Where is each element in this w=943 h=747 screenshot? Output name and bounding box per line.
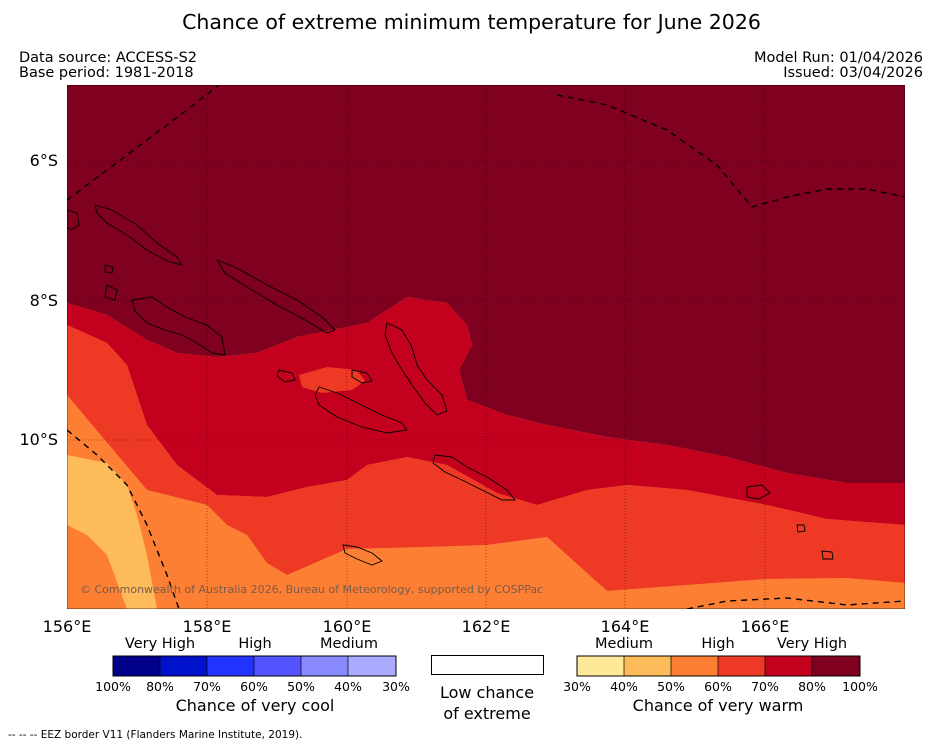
warm-tick: 30% bbox=[563, 679, 591, 694]
eez-footnote: -- -- -- EEZ border V11 (Flanders Marine… bbox=[8, 729, 303, 741]
warm-swatch-70-80 bbox=[765, 656, 812, 676]
cool-swatch-100-80 bbox=[113, 656, 160, 676]
lat-label-6s: 6°S bbox=[29, 151, 58, 170]
island-ndeni bbox=[746, 484, 771, 500]
island-tikopia bbox=[821, 550, 834, 560]
cool-colorbar bbox=[112, 655, 397, 677]
warm-caption: Chance of very warm bbox=[632, 696, 804, 715]
cool-tick: 60% bbox=[240, 679, 268, 694]
warm-swatch-30-40 bbox=[577, 656, 624, 676]
cool-swatch-70-60 bbox=[207, 656, 254, 676]
lon-label-156e: 156°E bbox=[42, 617, 92, 636]
eez-borders bbox=[67, 85, 905, 609]
band-70-80 bbox=[67, 297, 905, 525]
cool-caption: Chance of very cool bbox=[175, 696, 335, 715]
warm-tick: 50% bbox=[657, 679, 685, 694]
graticule bbox=[67, 85, 905, 609]
warm-tick: 100% bbox=[842, 679, 878, 694]
lon-label-162e: 162°E bbox=[461, 617, 511, 636]
lat-label-8s: 8°S bbox=[29, 291, 58, 310]
island-shortland bbox=[104, 264, 114, 274]
cool-very-high-label: Very High bbox=[124, 636, 196, 652]
model-run: Model Run: 01/04/2026 bbox=[753, 50, 923, 66]
island-malaita bbox=[384, 322, 448, 416]
warm-swatch-60-70 bbox=[718, 656, 765, 676]
warm-swatch-50-60 bbox=[671, 656, 718, 676]
chart-title: Chance of extreme minimum temperature fo… bbox=[182, 10, 761, 34]
lat-label-10s: 10°S bbox=[19, 430, 58, 449]
band-50-60 bbox=[67, 395, 905, 609]
lon-label-164e: 164°E bbox=[600, 617, 650, 636]
island-guadalcanal bbox=[314, 386, 408, 434]
neutral-swatch bbox=[431, 655, 544, 675]
warm-tick: 40% bbox=[610, 679, 638, 694]
neutral-caption-line2: of extreme bbox=[443, 704, 531, 723]
cool-tick: 50% bbox=[287, 679, 315, 694]
island-makira bbox=[432, 454, 516, 501]
warm-high-label: High bbox=[701, 636, 735, 652]
warm-medium-label: Medium bbox=[595, 636, 653, 652]
warm-swatch-40-50 bbox=[624, 656, 671, 676]
issued-date: Issued: 03/04/2026 bbox=[783, 65, 923, 81]
warm-very-high-label: Very High bbox=[776, 636, 848, 652]
cool-tick: 100% bbox=[95, 679, 131, 694]
warm-colorbar bbox=[576, 655, 861, 677]
warm-tick: 60% bbox=[704, 679, 732, 694]
band-60-70 bbox=[67, 325, 905, 591]
cool-tick: 40% bbox=[334, 679, 362, 694]
islands bbox=[67, 204, 834, 566]
meta-left: Data source: ACCESS-S2 Base period: 1981… bbox=[19, 51, 197, 81]
map-area: © Commonwealth of Australia 2026, Bureau… bbox=[67, 85, 905, 609]
cool-high-label: High bbox=[238, 636, 272, 652]
cool-swatch-80-70 bbox=[160, 656, 207, 676]
island-vanikoro bbox=[796, 524, 806, 533]
band-50-60-corner bbox=[67, 525, 127, 609]
neutral-caption-line1: Low chance bbox=[439, 683, 535, 702]
cool-medium-label: Medium bbox=[320, 636, 378, 652]
data-source: Data source: ACCESS-S2 bbox=[19, 50, 198, 66]
island-santa-isabel bbox=[215, 259, 336, 334]
neutral-caption: Low chance of extreme bbox=[440, 682, 534, 724]
copyright-text: © Commonwealth of Australia 2026, Bureau… bbox=[80, 583, 543, 596]
cool-tick: 70% bbox=[193, 679, 221, 694]
island-russell bbox=[276, 369, 296, 383]
cool-tick: 80% bbox=[146, 679, 174, 694]
lon-label-160e: 160°E bbox=[322, 617, 372, 636]
warm-tick: 80% bbox=[798, 679, 826, 694]
cool-tick: 30% bbox=[382, 679, 410, 694]
island-new-georgia bbox=[131, 296, 226, 356]
warm-tick: 70% bbox=[751, 679, 779, 694]
base-period: Base period: 1981-2018 bbox=[19, 65, 194, 81]
island-florida bbox=[351, 369, 373, 384]
meta-right: Model Run: 01/04/2026 Issued: 03/04/2026 bbox=[754, 51, 923, 81]
island-choiseul bbox=[94, 204, 183, 266]
cool-swatch-40-30 bbox=[348, 656, 396, 676]
warm-swatch-80-100 bbox=[812, 656, 860, 676]
cool-swatch-60-50 bbox=[254, 656, 301, 676]
island-bougainville-part bbox=[67, 209, 80, 231]
band-60-70-pocket bbox=[299, 367, 365, 393]
lon-label-158e: 158°E bbox=[182, 617, 232, 636]
lon-label-166e: 166°E bbox=[740, 617, 790, 636]
cool-swatch-50-40 bbox=[301, 656, 348, 676]
